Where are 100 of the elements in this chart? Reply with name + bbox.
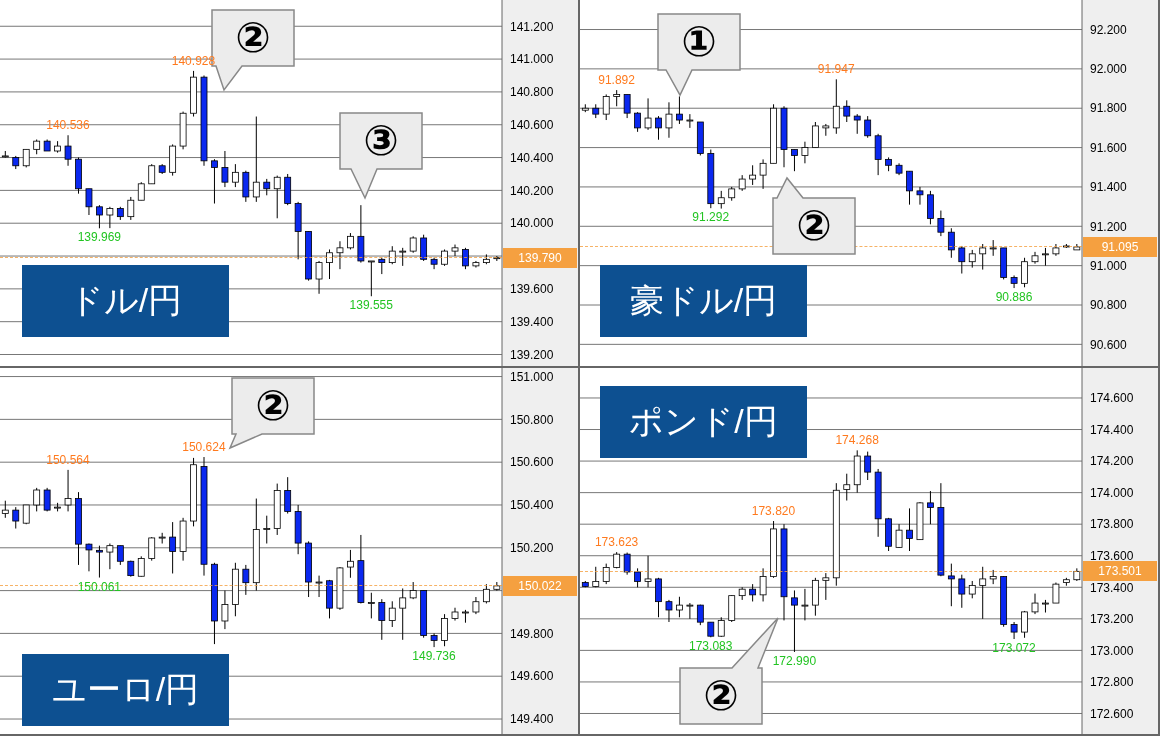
- candlestick: [791, 149, 798, 172]
- annotation: 150.624: [182, 440, 226, 455]
- annotation: 91.892: [598, 73, 635, 88]
- annotation: 173.072: [992, 641, 1036, 656]
- annotation: ①: [680, 17, 718, 67]
- y-tick-label: 174.000: [1090, 485, 1134, 500]
- candlestick: [441, 613, 448, 647]
- candlestick: [634, 567, 641, 588]
- candlestick: [979, 566, 987, 620]
- annotation: ②: [702, 671, 740, 721]
- annotation: 140.536: [46, 118, 90, 133]
- y-tick-label: 174.200: [1090, 454, 1134, 469]
- candlestick: [12, 506, 20, 530]
- y-tick-label: 91.800: [1090, 101, 1128, 116]
- y-tick-label: 141.000: [510, 52, 554, 67]
- y-tick-label: 150.400: [510, 498, 554, 513]
- candlestick: [864, 451, 872, 481]
- candlestick: [347, 549, 354, 579]
- candlestick: [676, 596, 683, 618]
- candlestick: [623, 93, 631, 119]
- y-tick-label: 140.400: [510, 150, 554, 165]
- candlestick: [211, 158, 218, 205]
- annotation: ②: [254, 381, 292, 431]
- y-tick-label: 140.200: [510, 183, 554, 198]
- y-tick-label: 90.800: [1090, 298, 1128, 313]
- candlestick: [315, 260, 323, 295]
- y-tick-label: 149.800: [510, 626, 554, 641]
- y-tick-label: 90.600: [1090, 337, 1128, 352]
- ref-line-label: 139.790: [503, 247, 577, 268]
- candlestick: [169, 521, 177, 574]
- y-tick-label: 174.600: [1090, 391, 1134, 406]
- y-tick-label: 141.200: [510, 19, 554, 34]
- y-tick-label: 149.600: [510, 669, 554, 684]
- candlestick: [644, 555, 652, 588]
- candlestick: [127, 196, 135, 221]
- y-tick-label: 173.400: [1090, 580, 1134, 595]
- candlestick: [602, 93, 610, 121]
- candlestick: [33, 487, 41, 512]
- annotation: 91.947: [817, 62, 855, 77]
- y-tick-label: 91.200: [1090, 219, 1128, 234]
- candlestick: [958, 574, 966, 609]
- candlestick: [864, 115, 872, 139]
- y-tick-label: 149.400: [510, 712, 554, 727]
- candlestick: [399, 247, 407, 267]
- candlestick: [906, 507, 913, 552]
- candlestick: [430, 632, 438, 648]
- annotation: 173.820: [751, 504, 796, 519]
- candlestick: [822, 572, 830, 601]
- candlestick: [284, 476, 292, 515]
- y-tick-label: 150.800: [510, 412, 554, 427]
- candlestick: [430, 257, 438, 270]
- candlestick: [106, 206, 114, 229]
- text: ドル/円: [22, 265, 229, 337]
- y-tick-label: 91.000: [1090, 258, 1128, 273]
- candlestick: [927, 490, 934, 525]
- annotation: 150.061: [77, 579, 122, 594]
- candlestick: [231, 163, 239, 188]
- candlestick: [273, 175, 281, 219]
- annotation: ②: [795, 201, 833, 251]
- candlestick: [148, 163, 156, 185]
- candlestick: [947, 563, 955, 607]
- y-tick-label: 140.800: [510, 85, 554, 100]
- candlestick: [665, 599, 673, 623]
- candlestick: [906, 170, 913, 206]
- ref-line-label: 91.095: [1083, 236, 1157, 257]
- y-tick-label: 174.400: [1090, 422, 1134, 437]
- candlestick: [1021, 257, 1028, 288]
- candlestick: [759, 158, 767, 190]
- annotation: 140.928: [171, 53, 216, 68]
- y-tick-label: 173.800: [1090, 517, 1134, 532]
- candlestick: [843, 99, 851, 123]
- y-tick-label: 91.600: [1090, 140, 1128, 155]
- candlestick: [388, 600, 396, 628]
- candlestick: [843, 473, 851, 502]
- candlestick: [85, 188, 93, 216]
- candlestick: [874, 133, 882, 176]
- candlestick: [221, 150, 229, 188]
- y-tick-label: 173.000: [1090, 643, 1134, 658]
- candlestick: [832, 78, 840, 135]
- candlestick: [116, 545, 124, 566]
- candlestick: [811, 121, 819, 149]
- candlestick: [106, 543, 114, 570]
- annotation: 150.564: [46, 452, 90, 467]
- candlestick: [482, 583, 490, 604]
- annotation: 173.623: [594, 535, 639, 550]
- candlestick: [137, 555, 145, 578]
- candlestick: [137, 181, 145, 201]
- candlestick: [367, 592, 375, 619]
- y-tick-label: 139.600: [510, 282, 554, 297]
- ref-line-label: 173.501: [1083, 561, 1157, 582]
- candlestick: [947, 227, 955, 259]
- candlestick: [655, 577, 662, 618]
- candlestick: [96, 204, 103, 229]
- annotation: 90.886: [995, 290, 1033, 305]
- y-tick-label: 150.600: [510, 455, 554, 470]
- candlestick: [1021, 610, 1028, 639]
- candlestick: [623, 552, 631, 576]
- candlestick: [655, 115, 662, 141]
- y-tick-label: 173.600: [1090, 548, 1134, 563]
- candlestick: [399, 587, 407, 641]
